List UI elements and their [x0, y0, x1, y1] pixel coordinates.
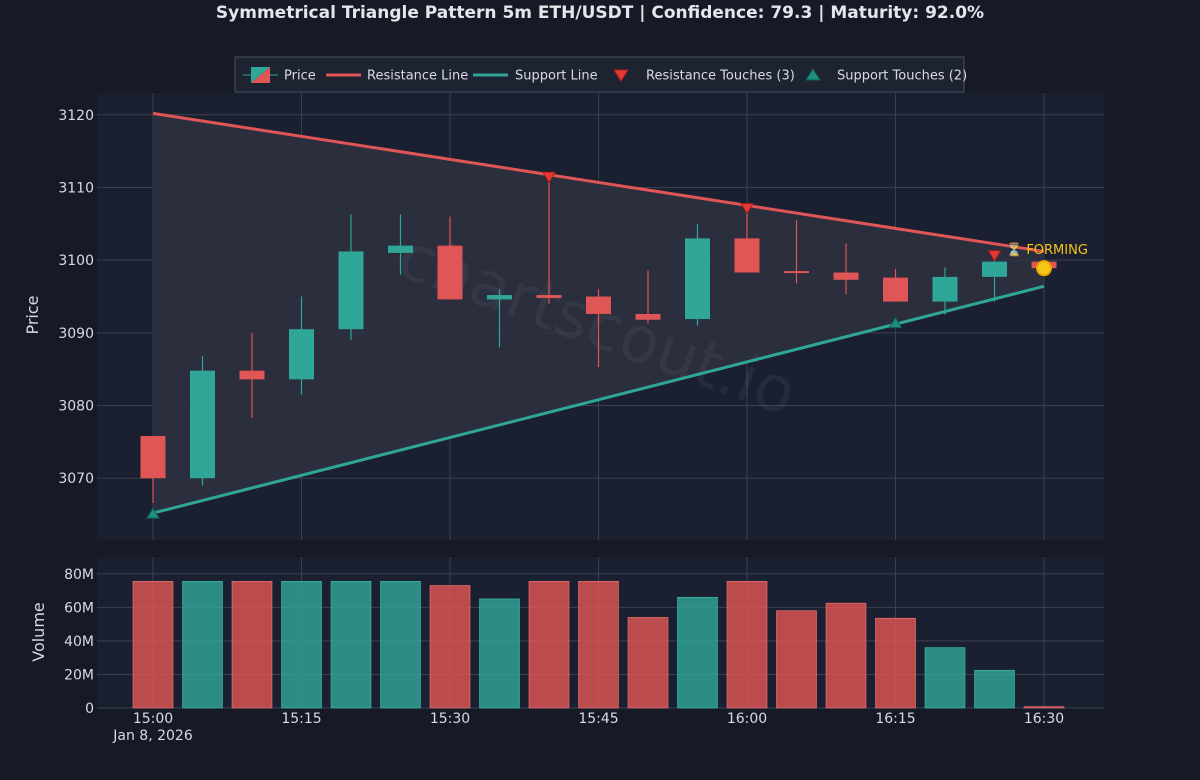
- price-tick-label: 3120: [58, 108, 94, 124]
- time-tick-label: 16:30: [1024, 711, 1064, 727]
- candle-body-down: [734, 238, 760, 273]
- candle-body-down: [833, 272, 859, 280]
- legend: Price Resistance Line Support Line Resis…: [234, 56, 967, 93]
- candle-body-down: [437, 245, 463, 300]
- volume-bar: [677, 596, 718, 709]
- candle-body-down: [140, 436, 166, 479]
- legend-price-swatch-down: [251, 67, 270, 83]
- legend-support-line-label: Support Line: [515, 69, 598, 84]
- candle-body-up: [685, 238, 710, 320]
- volume-bar: [132, 581, 174, 709]
- volume-bar: [825, 602, 867, 709]
- time-tick-label: 16:15: [875, 711, 915, 727]
- volume-bar: [479, 598, 520, 709]
- date-label: Jan 8, 2026: [112, 728, 193, 744]
- volume-tick-label: 60M: [64, 600, 94, 616]
- volume-bar: [726, 581, 768, 709]
- price-axis-title: Price: [23, 295, 42, 334]
- time-tick-label: 15:30: [430, 711, 470, 727]
- volume-tick-label: 20M: [64, 667, 94, 683]
- resistance-touch-marker: [542, 171, 556, 184]
- volume-bar: [330, 581, 372, 709]
- volume-bar: [1023, 706, 1065, 709]
- resistance-line: [152, 111, 1045, 253]
- volume-bar: [528, 581, 570, 709]
- volume-bar: [281, 581, 322, 709]
- legend-item-support-line[interactable]: Support Line: [473, 69, 598, 84]
- candle-body-up: [487, 295, 512, 300]
- time-tick-label: 15:00: [133, 711, 173, 727]
- candle-body-up: [289, 329, 314, 380]
- legend-resistance-line-label: Resistance Line: [367, 69, 468, 84]
- legend-item-resistance-touches[interactable]: Resistance Touches (3): [613, 69, 795, 84]
- legend-support-touch-icon: [805, 68, 821, 81]
- candle-body-up: [338, 251, 364, 330]
- legend-item-price[interactable]: Price: [243, 67, 316, 84]
- volume-bar: [875, 617, 916, 709]
- volume-tick-label: 80M: [64, 567, 94, 583]
- volume-bar: [429, 585, 471, 709]
- legend-item-resistance-line[interactable]: Resistance Line: [326, 69, 468, 84]
- forming-label: ⏳ FORMING: [1006, 242, 1088, 258]
- volume-bar: [924, 647, 966, 709]
- volume-bar: [776, 610, 817, 709]
- axes: 3070 3080 3090 3100 3110 3120 15:00 15:15 15:30 1…: [58, 108, 1064, 744]
- price-tick-label: 3070: [58, 471, 94, 487]
- time-tick-label: 15:45: [578, 711, 618, 727]
- price-tick-label: 3100: [58, 253, 94, 269]
- price-tick-label: 3080: [58, 399, 94, 415]
- price-tick-label: 3090: [58, 326, 94, 342]
- volume-bar: [380, 581, 421, 709]
- touch-markers: [146, 171, 1052, 519]
- resistance-touch-marker: [987, 250, 1002, 262]
- volume-tick-label: 0: [85, 701, 94, 717]
- support-touch-marker: [888, 316, 903, 329]
- legend-item-support-touches[interactable]: Support Touches (2): [805, 68, 967, 84]
- candle-body-up: [982, 261, 1007, 277]
- volume-bar: [231, 581, 273, 709]
- chart-title: Symmetrical Triangle Pattern 5m ETH/USDT…: [216, 3, 984, 23]
- volume-bar: [182, 581, 223, 709]
- time-tick-label: 16:00: [727, 711, 767, 727]
- candle-body-down: [635, 313, 661, 320]
- volume-bar: [578, 581, 619, 709]
- price-tick-label: 3110: [58, 180, 94, 196]
- legend-resistance-touch-icon: [613, 69, 629, 82]
- candle-body-down: [239, 370, 265, 380]
- volume-tick-label: 40M: [64, 634, 94, 650]
- candle-body-down: [784, 271, 809, 274]
- candle-body-down: [883, 277, 908, 302]
- volume-bars: [132, 581, 1065, 709]
- time-tick-label: 15:15: [281, 711, 321, 727]
- candle-body-up: [190, 370, 215, 479]
- candle-body-up: [388, 245, 413, 253]
- candle-body-down: [586, 296, 611, 314]
- legend-price-label: Price: [284, 69, 316, 84]
- support-touch-marker: [146, 507, 160, 519]
- forming-point-marker: [1036, 260, 1052, 277]
- candle-body-down: [536, 295, 562, 298]
- legend-resistance-touches-label: Resistance Touches (3): [646, 69, 795, 84]
- resistance-touch-marker: [740, 203, 754, 215]
- legend-support-touches-label: Support Touches (2): [837, 69, 967, 84]
- volume-bar: [974, 669, 1015, 709]
- candle-body-up: [932, 276, 958, 302]
- volume-bar: [627, 617, 669, 709]
- volume-axis-title: Volume: [29, 602, 48, 662]
